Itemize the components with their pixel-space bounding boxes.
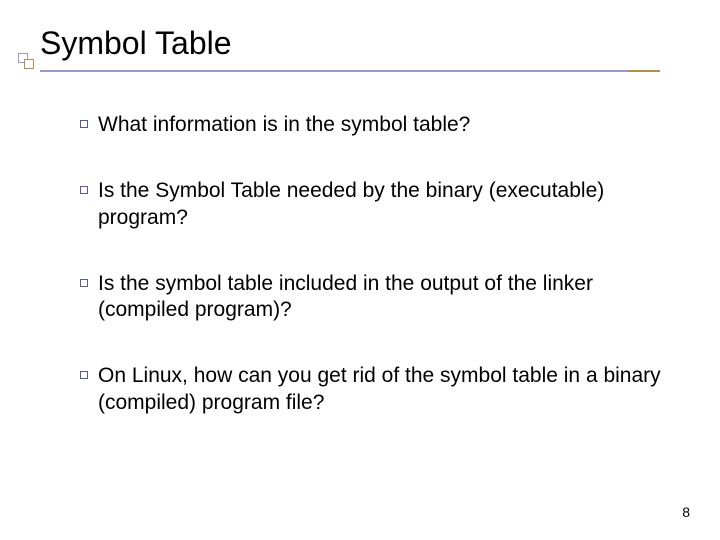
- underline-main: [40, 70, 628, 72]
- title-block: Symbol Table: [40, 25, 680, 72]
- bullet-item: What information is in the symbol table?: [80, 112, 680, 138]
- bullet-item: Is the Symbol Table needed by the binary…: [80, 178, 680, 231]
- title-decoration-icon: [18, 53, 36, 71]
- bullet-text: Is the Symbol Table needed by the binary…: [98, 178, 680, 231]
- bullet-marker-icon: [80, 186, 88, 194]
- deco-square-b: [24, 59, 34, 69]
- bullet-item: Is the symbol table included in the outp…: [80, 271, 680, 324]
- slide-title: Symbol Table: [40, 25, 680, 68]
- page-number: 8: [682, 504, 690, 520]
- bullet-marker-icon: [80, 371, 88, 379]
- bullet-marker-icon: [80, 120, 88, 128]
- bullet-text: What information is in the symbol table?: [98, 112, 470, 138]
- bullet-text: On Linux, how can you get rid of the sym…: [98, 363, 680, 416]
- title-underline: [40, 70, 660, 72]
- bullet-item: On Linux, how can you get rid of the sym…: [80, 363, 680, 416]
- content-area: What information is in the symbol table?…: [40, 102, 680, 416]
- slide: Symbol Table What information is in the …: [0, 0, 720, 540]
- bullet-marker-icon: [80, 279, 88, 287]
- bullet-text: Is the symbol table included in the outp…: [98, 271, 680, 324]
- underline-accent: [628, 70, 660, 72]
